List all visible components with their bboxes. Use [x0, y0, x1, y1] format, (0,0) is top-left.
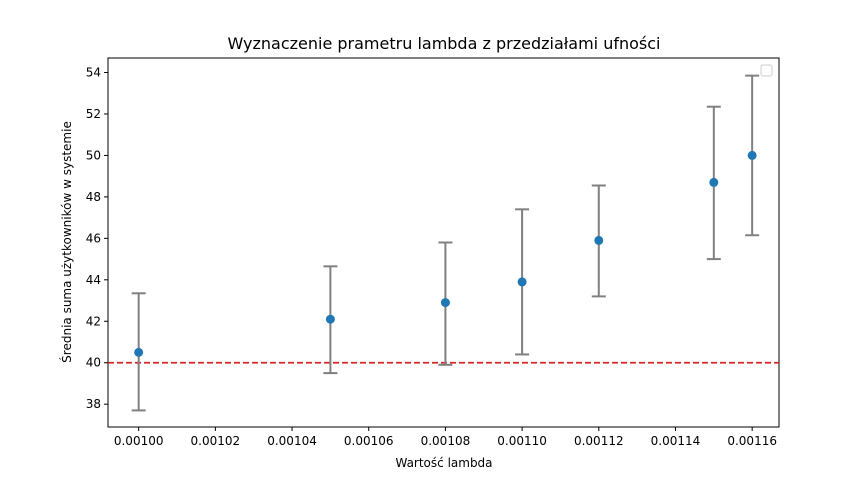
- x-tick-label: 0.00104: [267, 434, 317, 448]
- x-tick-label: 0.00110: [497, 434, 547, 448]
- data-point: [134, 347, 144, 357]
- y-tick-label: 50: [86, 148, 101, 162]
- legend-box: [760, 64, 773, 77]
- data-point: [325, 314, 335, 324]
- y-tick-label: 48: [86, 190, 101, 204]
- data-point: [517, 277, 527, 287]
- y-tick-label: 38: [86, 397, 101, 411]
- data-point: [594, 235, 604, 245]
- data-points: [134, 150, 757, 357]
- y-tick-label: 46: [86, 231, 101, 245]
- y-axis-label: Średnia suma użytkowników w systemie: [59, 121, 74, 363]
- y-tick-label: 42: [86, 314, 101, 328]
- y-tick-label: 40: [86, 356, 101, 370]
- x-tick-label: 0.00112: [574, 434, 624, 448]
- y-tick-label: 54: [86, 66, 101, 80]
- x-tick-label: 0.00114: [651, 434, 701, 448]
- y-tick-label: 44: [86, 273, 101, 287]
- x-tick-label: 0.00116: [727, 434, 777, 448]
- x-axis: 0.00100 0.00102 0.00104 0.00106 0.00108 0.001…: [114, 427, 777, 448]
- data-point: [709, 177, 719, 187]
- x-axis-label: Wartość lambda: [395, 456, 492, 470]
- data-point: [747, 150, 757, 160]
- x-tick-label: 0.00102: [191, 434, 241, 448]
- x-tick-label: 0.00100: [114, 434, 164, 448]
- x-tick-label: 0.00106: [344, 434, 394, 448]
- chart-title: Wyznaczenie prametru lambda z przedziała…: [227, 34, 660, 53]
- data-point: [440, 298, 450, 308]
- y-tick-label: 52: [86, 107, 101, 121]
- y-axis: 38 40 42 44 46 48 50 52 54: [86, 66, 108, 411]
- x-tick-label: 0.00108: [421, 434, 471, 448]
